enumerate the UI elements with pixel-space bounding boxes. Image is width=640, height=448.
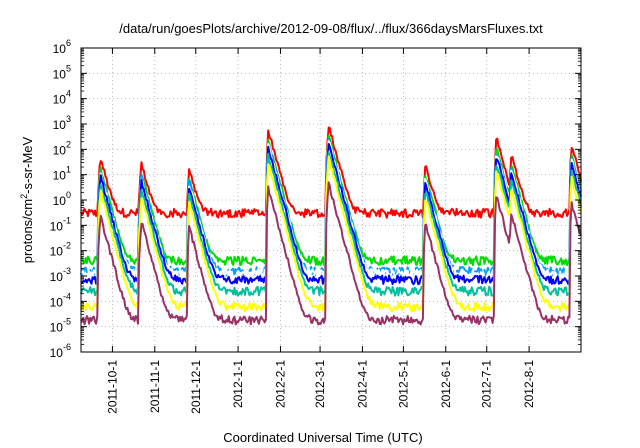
- y-tick-label: 105: [53, 63, 71, 81]
- y-tick-label: 106: [53, 38, 71, 56]
- y-tick-exp: 5: [66, 63, 71, 73]
- y-tick-exp: -4: [63, 291, 71, 301]
- y-tick-base: 10: [53, 143, 67, 157]
- x-tick-label: 2011-10-1: [105, 360, 119, 414]
- y-tick-base: 10: [50, 346, 64, 360]
- x-tick-label: 2011-12-1: [189, 360, 203, 414]
- chart-title: /data/run/goesPlots/archive/2012-09-08/f…: [119, 21, 543, 36]
- y-tick-exp: -3: [63, 266, 71, 276]
- y-tick-base: 10: [53, 169, 67, 183]
- y-axis-label: protons/cm2-s-sr-MeV: [19, 136, 35, 263]
- x-tick-labels: 2011-10-1 2011-11-1 2011-12-1 2012-1-1 2012-…: [105, 360, 536, 414]
- y-tick-base: 10: [50, 270, 64, 284]
- series-line: [80, 126, 582, 219]
- series-line: [80, 181, 582, 326]
- y-tick-exp: -6: [63, 342, 71, 352]
- y-tick-label: 10-3: [50, 266, 71, 284]
- y-tick-label: 104: [53, 89, 71, 107]
- y-tick-base: 10: [50, 295, 64, 309]
- y-tick-label: 10-4: [50, 291, 71, 309]
- y-tick-base: 10: [53, 93, 67, 107]
- x-axis-label: Coordinated Universal Time (UTC): [223, 430, 422, 445]
- y-tick-exp: 2: [66, 139, 71, 149]
- y-axis-label-sup: 2: [19, 194, 29, 199]
- y-tick-label: 103: [53, 114, 71, 132]
- series-layer: [80, 126, 582, 326]
- y-tick-base: 10: [53, 67, 67, 81]
- y-tick-label: 101: [53, 165, 71, 183]
- y-tick-label: 10-5: [50, 317, 71, 335]
- y-tick-exp: -5: [63, 317, 71, 327]
- x-tick-label: 2012-4-1: [355, 360, 369, 408]
- x-tick-label: 2012-7-1: [480, 360, 494, 408]
- y-tick-base: 10: [53, 194, 67, 208]
- y-tick-label: 102: [53, 139, 71, 157]
- y-tick-exp: 0: [66, 190, 71, 200]
- y-tick-exp: 3: [66, 114, 71, 124]
- y-tick-base: 10: [53, 42, 67, 56]
- y-tick-exp: -2: [63, 241, 71, 251]
- y-tick-exp: -1: [63, 215, 71, 225]
- y-tick-exp: 6: [66, 38, 71, 48]
- y-tick-base: 10: [50, 219, 64, 233]
- axis-ticks: [81, 47, 581, 353]
- x-tick-label: 2012-6-1: [439, 360, 453, 408]
- y-tick-labels: 10-610-510-410-310-210-11001011021031041…: [50, 38, 71, 360]
- y-tick-base: 10: [50, 321, 64, 335]
- x-tick-label: 2012-2-1: [273, 360, 287, 408]
- series-line: [80, 150, 582, 297]
- y-tick-label: 10-1: [50, 215, 71, 233]
- y-tick-label: 10-6: [50, 342, 71, 360]
- y-axis-label-base: protons/cm: [20, 199, 35, 263]
- y-tick-base: 10: [50, 245, 64, 259]
- x-tick-label: 2012-5-1: [396, 360, 410, 408]
- x-tick-label: 2012-8-1: [522, 360, 536, 408]
- y-tick-exp: 4: [66, 89, 71, 99]
- series-line: [80, 155, 582, 313]
- y-axis-label-rest: -s-sr-MeV: [20, 136, 35, 193]
- x-tick-label: 2011-11-1: [148, 360, 162, 413]
- x-tick-label: 2012-3-1: [313, 360, 327, 408]
- y-tick-exp: 1: [66, 165, 71, 175]
- y-tick-base: 10: [53, 118, 67, 132]
- y-tick-label: 100: [53, 190, 71, 208]
- y-tick-label: 10-2: [50, 241, 71, 259]
- x-tick-label: 2012-1-1: [231, 360, 245, 408]
- series-line: [80, 143, 582, 286]
